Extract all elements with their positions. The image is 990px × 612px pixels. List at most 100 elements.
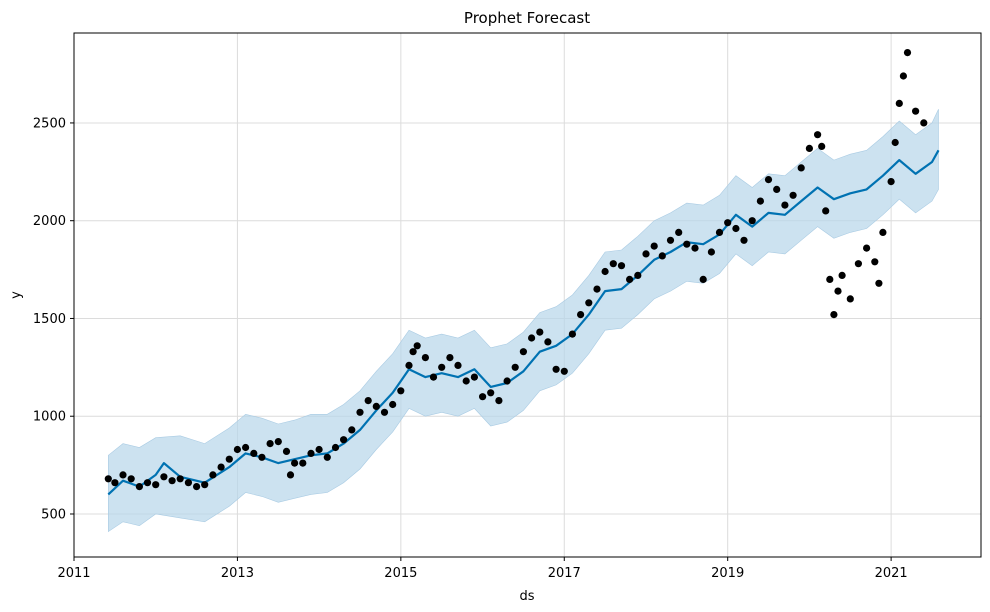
observed-point xyxy=(903,49,912,57)
observed-point xyxy=(250,449,258,457)
observed-point xyxy=(830,311,838,319)
observed-point xyxy=(895,99,903,107)
observed-point xyxy=(462,377,470,385)
observed-point xyxy=(691,244,699,252)
y-tick-label: 1000 xyxy=(33,410,66,425)
observed-point xyxy=(340,436,348,444)
observed-point xyxy=(756,197,765,205)
uncertainty-band xyxy=(108,109,939,533)
observed-point xyxy=(789,191,797,199)
observed-point xyxy=(536,328,544,336)
observed-point xyxy=(421,354,429,362)
observed-point xyxy=(715,228,724,236)
observed-point xyxy=(495,397,503,405)
plot-area-frame xyxy=(73,32,982,558)
observed-point xyxy=(282,447,291,455)
x-axis-ticks: 2011 2013 2015 2017 2019 2021 xyxy=(57,557,908,581)
observed-point xyxy=(577,311,585,319)
observed-point xyxy=(405,361,413,369)
observed-point xyxy=(528,334,536,342)
x-axis-label: ds xyxy=(519,589,534,604)
observed-point xyxy=(160,473,168,481)
observed-point xyxy=(111,479,119,487)
observed-point xyxy=(732,224,740,233)
observed-point xyxy=(307,449,315,457)
observed-point xyxy=(389,400,397,409)
observed-point xyxy=(519,348,528,356)
observed-point xyxy=(233,445,241,454)
observed-point xyxy=(511,363,519,371)
observed-point xyxy=(707,248,716,256)
x-tick-label: 2019 xyxy=(711,566,744,581)
observed-point xyxy=(899,72,908,80)
observed-point xyxy=(479,393,487,401)
observed-point xyxy=(822,207,830,215)
observed-point xyxy=(201,481,209,489)
observed-point xyxy=(380,408,389,416)
observed-point xyxy=(634,271,642,279)
observed-point xyxy=(127,475,135,483)
observed-point xyxy=(315,445,323,454)
observed-point xyxy=(176,475,184,483)
observed-point xyxy=(135,483,143,491)
observed-point xyxy=(409,348,417,356)
observed-point xyxy=(863,244,871,252)
observed-point xyxy=(699,275,707,283)
observed-point xyxy=(838,271,846,279)
observed-point xyxy=(593,285,601,293)
observed-point xyxy=(193,483,201,491)
observed-point xyxy=(920,119,928,127)
observed-point xyxy=(429,373,438,381)
observed-point xyxy=(912,107,920,115)
observed-point xyxy=(871,258,879,266)
observed-point xyxy=(683,240,691,248)
x-tick-label: 2011 xyxy=(57,566,90,581)
observed-point xyxy=(184,479,192,487)
y-axis-ticks: 500 1000 1500 2000 2500 xyxy=(33,116,74,522)
observed-point xyxy=(805,144,814,152)
observed-point xyxy=(658,252,666,260)
observed-point xyxy=(274,438,282,446)
observed-point xyxy=(168,477,176,485)
observed-point xyxy=(568,330,577,338)
observed-point xyxy=(642,250,650,258)
observed-point xyxy=(675,228,683,236)
observed-point xyxy=(286,471,295,479)
observed-point xyxy=(209,471,217,479)
observed-point xyxy=(348,426,356,434)
observed-point xyxy=(854,260,863,268)
observed-point xyxy=(266,440,274,448)
observed-point xyxy=(814,131,822,139)
observed-point xyxy=(773,185,781,193)
observed-point xyxy=(364,397,372,405)
chart-title: Prophet Forecast xyxy=(464,9,590,27)
y-axis-label: y xyxy=(9,291,24,299)
observed-point xyxy=(818,142,826,150)
observed-point xyxy=(650,242,658,250)
observed-point xyxy=(242,443,250,452)
observed-points xyxy=(104,49,928,491)
observed-point xyxy=(797,164,805,172)
observed-point xyxy=(503,377,511,385)
observed-point xyxy=(891,138,899,147)
observed-point xyxy=(291,459,299,467)
observed-point xyxy=(666,236,675,244)
observed-point xyxy=(438,363,446,371)
observed-point xyxy=(887,178,895,186)
observed-point xyxy=(323,453,331,461)
observed-point xyxy=(601,267,609,276)
observed-point xyxy=(104,475,112,483)
observed-point xyxy=(609,260,617,268)
observed-point xyxy=(470,373,478,381)
x-tick-label: 2013 xyxy=(221,566,254,581)
observed-point xyxy=(152,481,160,489)
observed-point xyxy=(724,219,732,227)
observed-point xyxy=(258,453,266,461)
observed-point xyxy=(626,275,634,283)
y-tick-label: 2500 xyxy=(33,116,66,131)
observed-point xyxy=(217,463,225,471)
observed-point xyxy=(875,279,883,287)
observed-point xyxy=(552,365,560,373)
observed-point xyxy=(446,354,454,362)
